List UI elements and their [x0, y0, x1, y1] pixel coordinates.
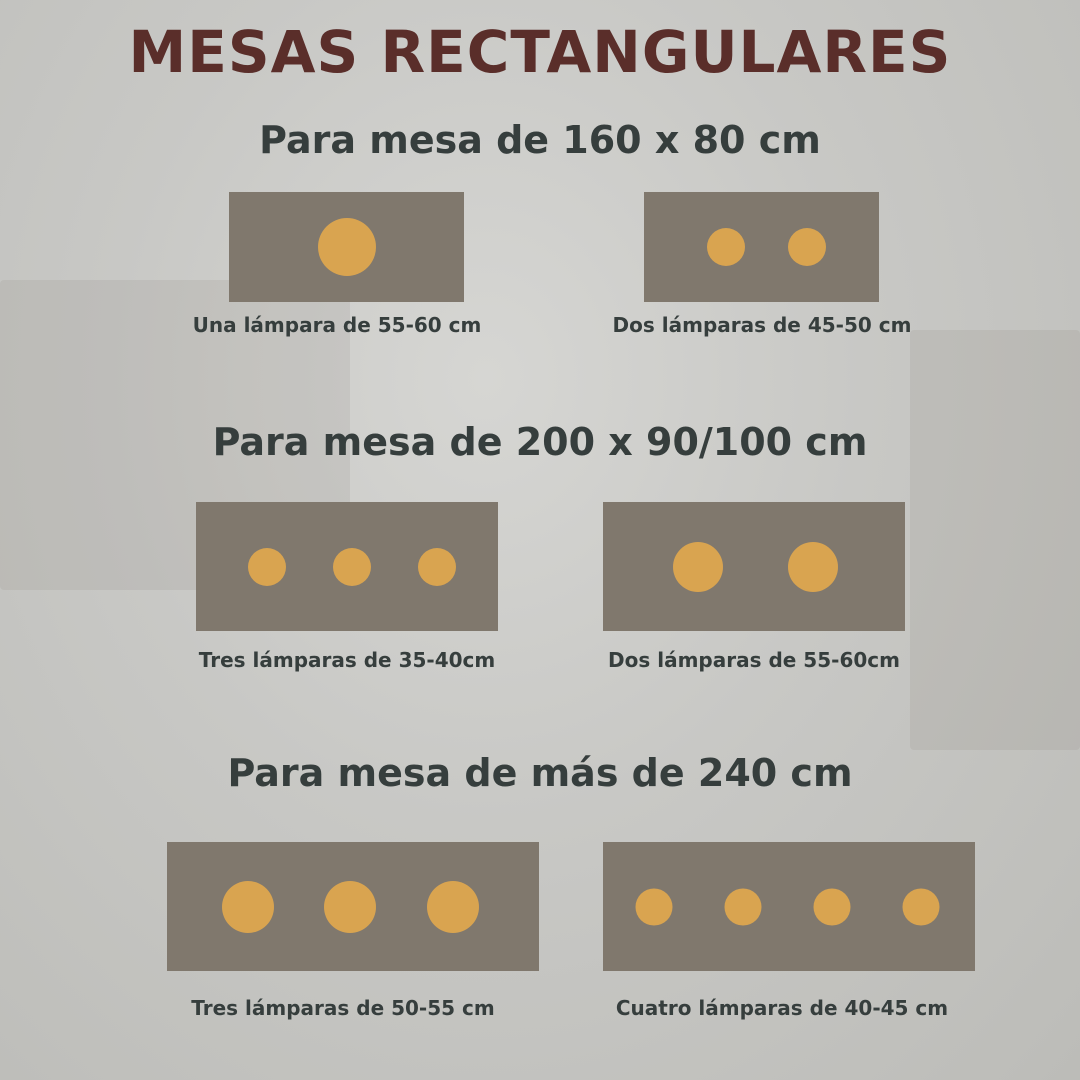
lamp-circle: [222, 881, 274, 933]
lamp-circle: [707, 228, 745, 266]
option-label: Dos lámparas de 45-50 cm: [612, 313, 912, 337]
page-title: MESAS RECTANGULARES: [128, 18, 952, 86]
lamp-circle: [724, 888, 762, 926]
option-label: Una lámpara de 55-60 cm: [192, 313, 482, 337]
lamp-circle: [788, 542, 838, 592]
option-label: Cuatro lámparas de 40-45 cm: [615, 996, 949, 1020]
lamp-circle: [813, 888, 851, 926]
option-label: Dos lámparas de 55-60cm: [608, 648, 900, 672]
lamp-circle: [673, 542, 723, 592]
section-heading: Para mesa de 160 x 80 cm: [259, 118, 821, 162]
lamp-circle: [788, 228, 826, 266]
lamp-circle: [324, 881, 376, 933]
table-diagram: [644, 192, 879, 302]
table-diagram: [603, 502, 905, 631]
lamp-circle: [902, 888, 940, 926]
section-heading: Para mesa de más de 240 cm: [227, 751, 853, 795]
lamp-circle: [427, 881, 479, 933]
lamp-circle: [248, 548, 286, 586]
background-cabinet: [910, 330, 1080, 750]
option-label: Tres lámparas de 35-40cm: [198, 648, 496, 672]
lamp-circle: [318, 218, 376, 276]
option-label: Tres lámparas de 50-55 cm: [191, 996, 495, 1020]
section-heading: Para mesa de 200 x 90/100 cm: [212, 420, 868, 464]
lamp-circle: [635, 888, 673, 926]
lamp-circle: [333, 548, 371, 586]
lamp-circle: [418, 548, 456, 586]
